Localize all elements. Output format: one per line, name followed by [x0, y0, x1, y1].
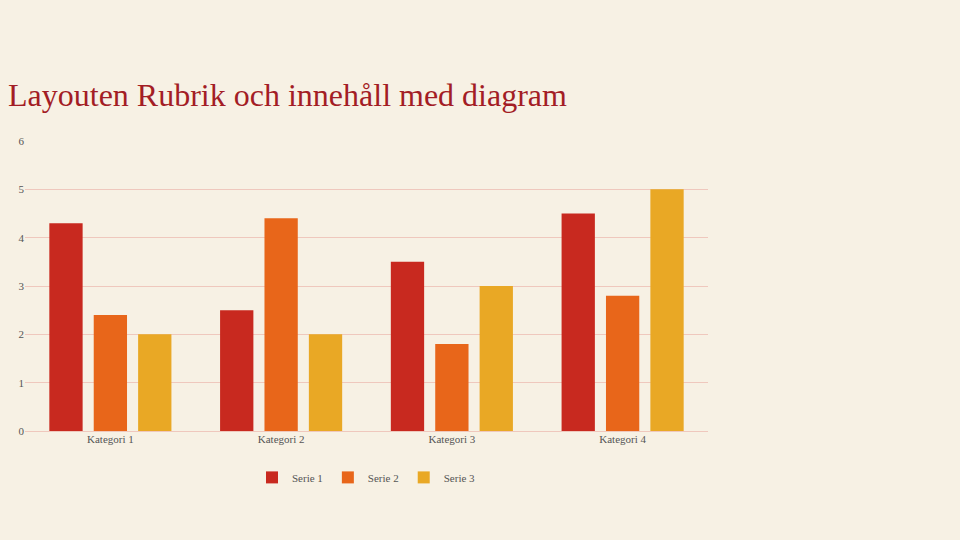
svg-text:Layouten Rubrik och innehåll m: Layouten Rubrik och innehåll med diagram — [8, 77, 567, 113]
svg-text:4: 4 — [19, 232, 25, 244]
svg-text:1: 1 — [19, 377, 25, 389]
svg-text:Serie 1: Serie 1 — [292, 472, 323, 484]
svg-text:Kategori 4: Kategori 4 — [599, 433, 646, 445]
svg-text:Serie 2: Serie 2 — [368, 472, 399, 484]
svg-text:2: 2 — [19, 328, 25, 340]
svg-text:Serie 3: Serie 3 — [444, 472, 475, 484]
svg-text:3: 3 — [19, 280, 25, 292]
svg-text:Kategori 3: Kategori 3 — [429, 433, 476, 445]
svg-text:Kategori 1: Kategori 1 — [87, 433, 134, 445]
svg-text:5: 5 — [19, 183, 25, 195]
svg-text:Kategori 2: Kategori 2 — [258, 433, 305, 445]
svg-text:0: 0 — [19, 425, 25, 437]
svg-text:6: 6 — [19, 135, 25, 147]
